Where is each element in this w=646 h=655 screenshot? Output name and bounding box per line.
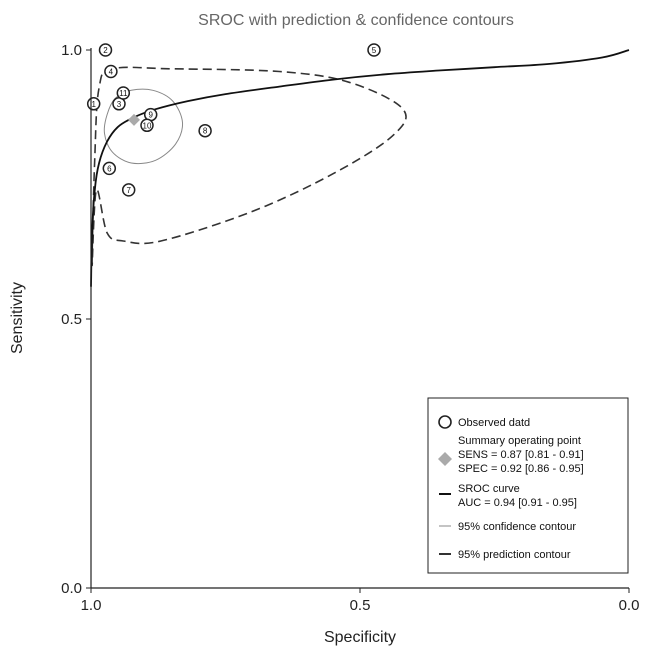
study-label: 2 bbox=[103, 46, 108, 55]
study-label: 6 bbox=[107, 164, 112, 173]
x-tick-label: 1.0 bbox=[81, 597, 102, 614]
y-tick-label: 0.5 bbox=[61, 311, 82, 328]
study-label: 7 bbox=[126, 186, 131, 195]
y-axis-label: Sensitivity bbox=[9, 282, 26, 354]
legend-auc-label: AUC = 0.94 [0.91 - 0.95] bbox=[458, 497, 577, 509]
legend-spec-label: SPEC = 0.92 [0.86 - 0.95] bbox=[458, 463, 584, 475]
y-tick-label: 1.0 bbox=[61, 42, 82, 59]
legend-sroc-label: SROC curve bbox=[458, 483, 520, 495]
legend-observed-label: Observed datd bbox=[458, 417, 530, 429]
study-label: 4 bbox=[109, 68, 114, 77]
x-tick-label: 0.5 bbox=[350, 597, 371, 614]
prediction-contour bbox=[92, 67, 406, 265]
legend-prediction-label: 95% prediction contour bbox=[458, 549, 571, 561]
study-label: 1 bbox=[91, 100, 96, 109]
study-label: 3 bbox=[117, 100, 122, 109]
study-label: 8 bbox=[203, 127, 208, 136]
legend-observed-marker bbox=[439, 416, 451, 428]
x-axis-label: Specificity bbox=[324, 629, 396, 646]
study-label: 9 bbox=[148, 111, 153, 120]
study-label: 5 bbox=[372, 46, 377, 55]
chart-title: SROC with prediction & confidence contou… bbox=[198, 12, 514, 29]
legend-summary-label: Summary operating point bbox=[458, 435, 581, 447]
contours-layer bbox=[91, 50, 629, 287]
observed-points-layer: 1 2 3 4 5 6 7 8 910 11 bbox=[88, 44, 380, 196]
legend-sens-label: SENS = 0.87 [0.81 - 0.91] bbox=[458, 449, 584, 461]
legend-confidence-label: 95% confidence contour bbox=[458, 521, 576, 533]
x-tick-label: 0.0 bbox=[619, 597, 640, 614]
legend: Observed datd Summary operating point SE… bbox=[428, 398, 628, 573]
study-label: 11 bbox=[119, 89, 128, 98]
plot-area: 1 2 3 4 5 6 7 8 910 11 bbox=[88, 44, 629, 287]
y-tick-label: 0.0 bbox=[61, 580, 82, 597]
study-label: 10 bbox=[143, 121, 152, 130]
